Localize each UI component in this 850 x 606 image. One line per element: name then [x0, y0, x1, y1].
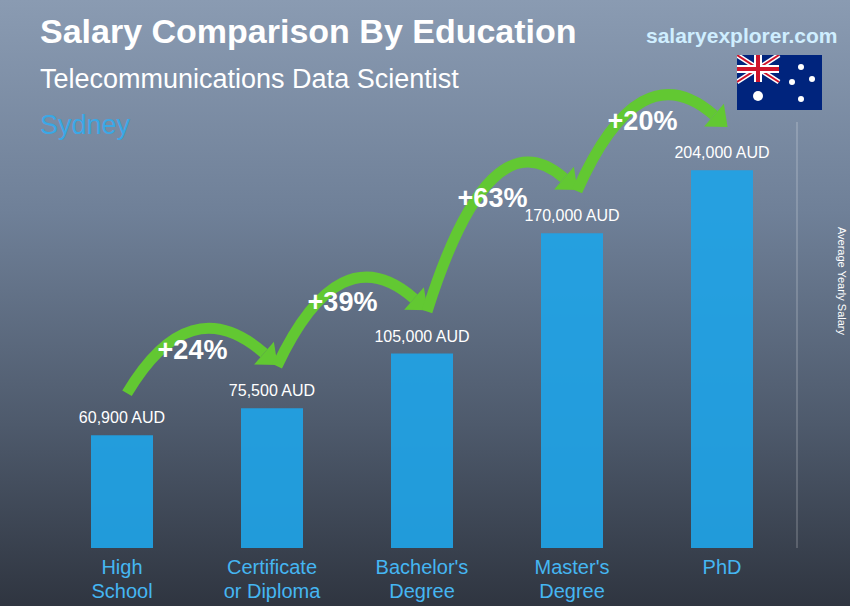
- svg-text:Certificateor Diploma: Certificateor Diploma: [224, 556, 322, 602]
- svg-text:Bachelor'sDegree: Bachelor'sDegree: [376, 556, 469, 602]
- html-text:Telecommunications Data Scient: Telecommunications Data Scientist: [40, 64, 459, 94]
- svg-text:+20%: +20%: [608, 106, 678, 136]
- html-text:salaryexplorer.com: salaryexplorer.com: [646, 24, 838, 47]
- svg-text:+24%: +24%: [158, 335, 228, 365]
- svg-text:Master'sDegree: Master'sDegree: [535, 556, 610, 602]
- html-text:Salary Comparison By Education: Salary Comparison By Education: [40, 12, 577, 50]
- svg-text:+39%: +39%: [308, 287, 378, 317]
- svg-text:170,000 AUD: 170,000 AUD: [524, 207, 619, 224]
- svg-text:75,500 AUD: 75,500 AUD: [229, 382, 315, 399]
- svg-text:HighSchool: HighSchool: [91, 556, 152, 602]
- svg-text:204,000 AUD: 204,000 AUD: [674, 144, 769, 161]
- svg-text:PhD: PhD: [703, 556, 742, 578]
- html-text:Sydney: Sydney: [40, 110, 131, 140]
- svg-text:Average Yearly Salary: Average Yearly Salary: [836, 227, 842, 336]
- svg-text:60,900 AUD: 60,900 AUD: [79, 409, 165, 426]
- svg-text:105,000 AUD: 105,000 AUD: [374, 328, 469, 345]
- svg-text:+63%: +63%: [458, 183, 528, 213]
